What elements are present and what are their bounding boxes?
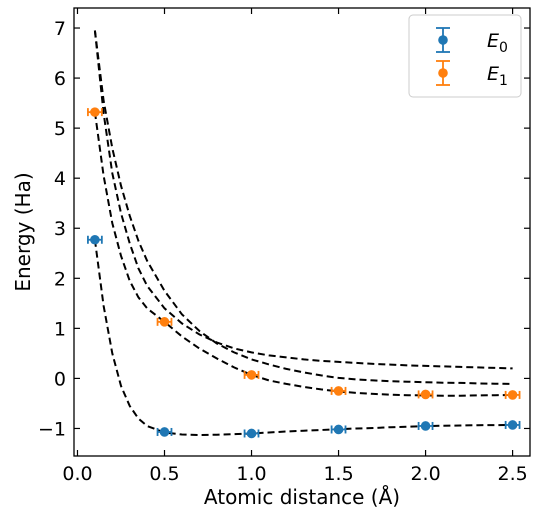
data-point bbox=[243, 428, 260, 439]
y-tick-label: 1 bbox=[54, 318, 66, 340]
dashed-curve-2 bbox=[93, 30, 513, 385]
x-tick-label: 0.5 bbox=[149, 463, 179, 485]
y-tick-label: 3 bbox=[54, 218, 66, 240]
marker bbox=[333, 424, 344, 435]
data-point bbox=[243, 370, 260, 380]
marker bbox=[420, 389, 431, 400]
data-point bbox=[417, 389, 434, 400]
legend-series-subscript: 1 bbox=[499, 73, 508, 89]
marker bbox=[507, 390, 518, 400]
marker bbox=[246, 428, 257, 439]
marker bbox=[333, 386, 344, 396]
legend-series-name: E bbox=[487, 63, 499, 85]
marker bbox=[90, 234, 100, 245]
data-point bbox=[87, 107, 103, 117]
data-point bbox=[156, 427, 173, 437]
data-point bbox=[504, 420, 521, 430]
y-tick-label: 4 bbox=[54, 168, 66, 190]
y-tick-label: 2 bbox=[54, 268, 66, 290]
legend-box bbox=[408, 14, 522, 98]
y-axis-label: Energy (Ha) bbox=[11, 172, 35, 291]
x-tick-label: 0.0 bbox=[62, 463, 92, 485]
y-tick-label: 6 bbox=[54, 68, 66, 90]
plot-frame bbox=[73, 7, 531, 457]
dashed-curve-3 bbox=[93, 30, 513, 370]
data-point bbox=[156, 317, 173, 327]
y-tick-label: −1 bbox=[38, 418, 66, 440]
x-tick-label: 2.5 bbox=[497, 463, 527, 485]
legend-series-name: E bbox=[487, 30, 499, 52]
legend-marker bbox=[438, 35, 448, 45]
marker bbox=[90, 107, 100, 117]
x-tick-label: 1.5 bbox=[323, 463, 353, 485]
data-point bbox=[330, 424, 347, 435]
data-points bbox=[87, 107, 521, 439]
legend-marker bbox=[438, 68, 448, 78]
fit-curves bbox=[93, 30, 513, 437]
marker bbox=[420, 421, 431, 431]
y-tick-label: 7 bbox=[54, 18, 66, 40]
data-point bbox=[504, 390, 521, 400]
marker bbox=[159, 317, 170, 327]
data-point bbox=[417, 421, 434, 431]
x-axis-label: Atomic distance (Å) bbox=[204, 485, 400, 509]
legend-entry: E0 bbox=[436, 27, 508, 56]
data-point bbox=[87, 234, 103, 245]
marker bbox=[507, 420, 518, 430]
legend-label: E0 bbox=[487, 30, 508, 56]
y-tick-label: 5 bbox=[54, 118, 66, 140]
dashed-curve-1 bbox=[93, 111, 513, 397]
legend-series-subscript: 0 bbox=[499, 40, 508, 56]
dashed-curve-0 bbox=[93, 239, 513, 437]
x-tick-label: 1.0 bbox=[236, 463, 266, 485]
marker bbox=[246, 370, 257, 380]
y-tick-label: 0 bbox=[54, 368, 66, 390]
marker bbox=[159, 427, 170, 437]
legend-entry: E1 bbox=[436, 60, 508, 89]
data-point bbox=[330, 386, 347, 396]
x-tick-label: 2.0 bbox=[410, 463, 440, 485]
axis-ticks: 0.0 0.5 1.0 1.5 2.0 2.5 −1 0 1 2 3 4 5 6 7 bbox=[38, 8, 530, 485]
legend-label: E1 bbox=[487, 63, 508, 89]
